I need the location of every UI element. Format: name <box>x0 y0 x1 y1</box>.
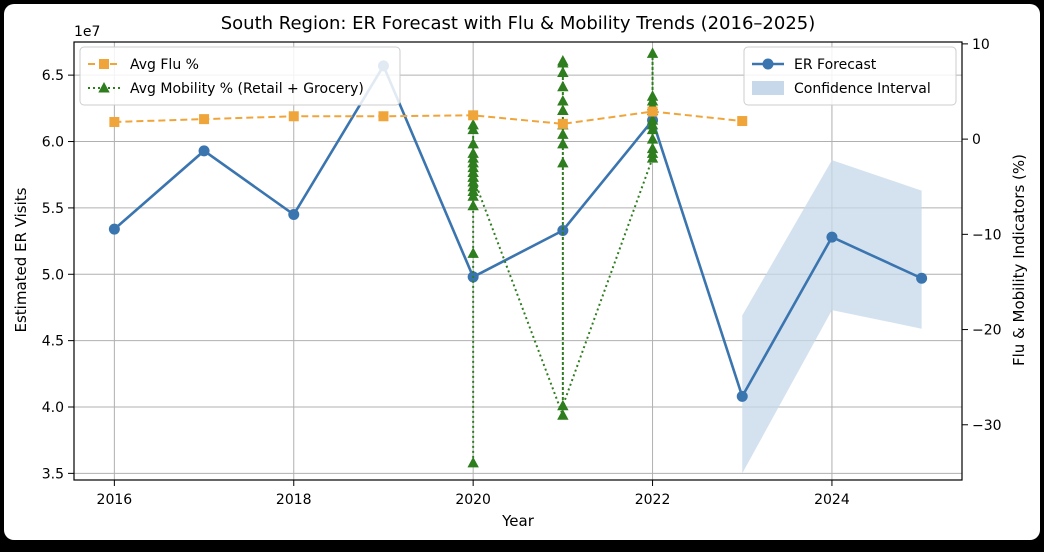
er-forecast-point <box>826 231 838 243</box>
y-tick-label: 4.0 <box>42 400 64 416</box>
er-forecast-point <box>916 272 928 284</box>
er-forecast-line <box>113 63 923 400</box>
mobility-point <box>557 95 569 106</box>
chart-svg: South Region: ER Forecast with Flu & Mob… <box>12 13 1028 530</box>
mobility-point <box>557 399 569 411</box>
mobility-point <box>557 66 569 77</box>
y-axis-right-label: Flu & Mobility Indicators (%) <box>1010 154 1028 366</box>
flu-point <box>109 116 120 127</box>
flu-point <box>378 111 389 122</box>
mobility-point <box>467 171 479 182</box>
y-right-tick-label: 10 <box>972 37 990 53</box>
mobility-point <box>557 156 569 168</box>
er-forecast-point <box>288 209 300 221</box>
x-tick-label: 2016 <box>97 492 133 508</box>
plot-frame <box>73 41 963 481</box>
y-right-tick-label: −20 <box>972 323 1002 339</box>
flu-point <box>468 110 479 121</box>
flu-line <box>114 110 743 125</box>
legend-right-box <box>743 46 957 106</box>
mobility-point <box>467 456 479 468</box>
mobility-point <box>557 104 569 116</box>
er-forecast-point <box>198 145 210 157</box>
er-forecast-point <box>108 223 120 235</box>
x-tick-label: 2022 <box>635 492 671 508</box>
y-tick-label: 5.5 <box>42 201 64 217</box>
y-tick-label: 6.5 <box>42 68 64 84</box>
mobility-point <box>646 114 659 125</box>
y-tick-label: 6.0 <box>42 135 64 151</box>
x-tick-label: 2018 <box>276 492 312 508</box>
y-tick-label: 4.5 <box>42 334 64 350</box>
y-tick-label: 5.0 <box>42 267 64 283</box>
legend-swatch-marker <box>762 58 774 70</box>
mobility-point <box>557 137 569 149</box>
mobility-point <box>557 55 569 66</box>
mobility-point <box>467 137 479 149</box>
mobility-point <box>646 90 659 101</box>
legend-swatch-marker <box>98 82 110 93</box>
legend-label: Confidence Interval <box>794 81 931 97</box>
legend-label: ER Forecast <box>794 57 877 73</box>
mobility-point <box>646 133 659 144</box>
confidence-band <box>742 160 922 474</box>
mobility-point <box>557 80 569 92</box>
flu-point <box>199 114 210 125</box>
y-axis-label: Estimated ER Visits <box>12 187 30 332</box>
x-tick-label: 2020 <box>455 492 491 508</box>
x-tick-label: 2024 <box>814 492 850 508</box>
mobility-point <box>557 128 569 139</box>
mobility-point <box>467 118 479 130</box>
flu-point <box>737 116 748 127</box>
mobility-point <box>467 247 479 258</box>
y-right-tick-label: −30 <box>972 418 1002 434</box>
chart-title: South Region: ER Forecast with Flu & Mob… <box>221 13 816 34</box>
er-forecast-point <box>557 224 569 236</box>
y-right-tick-label: 0 <box>972 132 981 148</box>
legend-left-box <box>79 46 401 106</box>
y-right-tick-label: −10 <box>972 227 1002 243</box>
legend-label: Avg Flu % <box>130 57 199 73</box>
chart-frame: South Region: ER Forecast with Flu & Mob… <box>4 4 1040 540</box>
mobility-point <box>646 142 659 154</box>
legend-label: Avg Mobility % (Retail + Grocery) <box>130 81 364 97</box>
er-forecast-point <box>736 390 748 402</box>
mobility-point <box>557 409 569 420</box>
mobility-point <box>467 199 479 211</box>
legend-swatch <box>752 81 784 95</box>
flu-point <box>557 118 568 129</box>
legend-swatch-marker <box>99 59 109 69</box>
mobility-point <box>646 47 659 58</box>
y-offset-text: 1e7 <box>74 24 100 40</box>
legend-left: Avg Flu % Avg Mobility % (Retail + Grocer… <box>79 46 401 106</box>
y-tick-label: 3.5 <box>42 466 64 482</box>
flu-point <box>288 111 299 122</box>
mobility-point <box>467 147 479 158</box>
flu-point <box>647 106 658 117</box>
x-axis-label: Year <box>501 512 535 530</box>
legend-right: ER Forecast Confidence Interval <box>743 46 957 106</box>
